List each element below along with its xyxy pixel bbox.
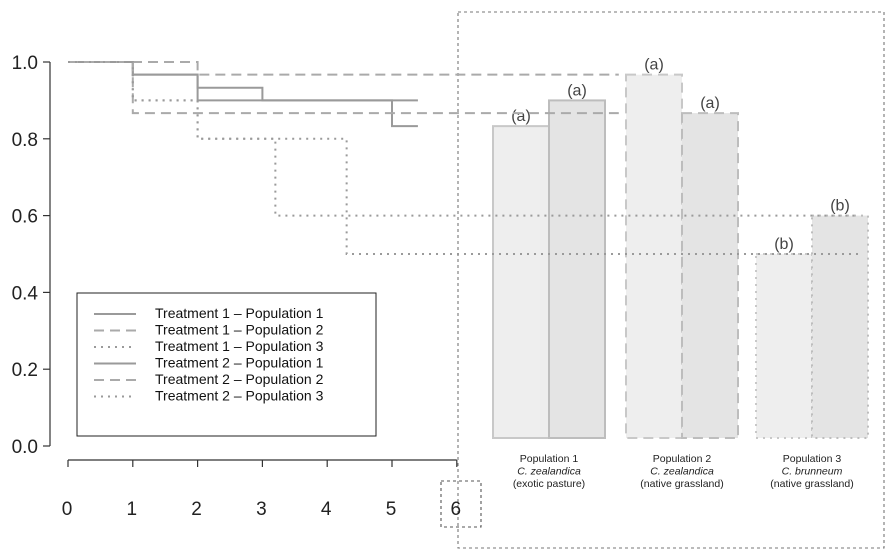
x-tick-label: 5 — [386, 499, 397, 520]
y-tick-label: 0.8 — [12, 130, 38, 151]
significance-label: (a) — [644, 57, 664, 74]
category-label: C. zealandica — [517, 466, 581, 478]
category-label: C. brunneum — [782, 466, 843, 478]
category-label: C. zealandica — [650, 466, 714, 478]
survival-lines — [68, 61, 859, 255]
legend-entry: Treatment 2 – Population 2 — [155, 371, 324, 387]
legend-entry: Treatment 1 – Population 2 — [155, 322, 324, 338]
bar — [811, 214, 869, 439]
x-tick-label: 4 — [321, 499, 332, 520]
bar — [625, 73, 683, 439]
significance-label: (a) — [567, 82, 587, 99]
x-tick-label: 6 — [451, 499, 462, 520]
category-label: (native grassland) — [640, 478, 723, 490]
category-label: Population 3 — [783, 453, 842, 465]
y-tick-label: 0.0 — [12, 437, 38, 458]
y-tick-label: 0.6 — [12, 207, 38, 228]
series-line — [68, 61, 859, 255]
y-tick-label: 0.2 — [12, 360, 38, 381]
y-tick-label: 0.4 — [12, 283, 39, 304]
significance-label: (b) — [774, 236, 794, 253]
zoom-marker — [440, 480, 482, 528]
series-line — [68, 61, 418, 102]
significance-label: (a) — [511, 108, 531, 125]
series-line — [68, 61, 619, 115]
legend-entry: Treatment 1 – Population 1 — [155, 305, 324, 321]
category-label: Population 2 — [653, 453, 712, 465]
axes: 0.0 0.2 0.4 0.6 0.8 1.0 0 1 2 3 4 5 6 — [12, 53, 462, 520]
series-line — [68, 61, 418, 128]
series-line — [68, 61, 859, 217]
x-tick-label: 3 — [256, 499, 267, 520]
x-tick-label: 2 — [191, 499, 202, 520]
category-label: Population 1 — [520, 453, 579, 465]
bar — [492, 125, 550, 440]
zoom-frame — [457, 11, 885, 549]
series-line — [68, 61, 619, 76]
bar — [548, 99, 606, 440]
bar — [755, 253, 813, 439]
category-label: (exotic pasture) — [513, 478, 585, 490]
legend-entry: Treatment 1 – Population 3 — [155, 338, 324, 354]
x-tick-label: 1 — [127, 499, 138, 520]
bar — [681, 112, 739, 440]
legend-entry: Treatment 2 – Population 3 — [155, 388, 324, 404]
legend-entry: Treatment 2 – Population 1 — [155, 355, 324, 371]
x-tick-label: 0 — [62, 499, 73, 520]
category-label: (native grassland) — [770, 478, 853, 490]
zoom-frames — [440, 11, 885, 549]
significance-label: (a) — [700, 95, 720, 112]
significance-label: (b) — [830, 198, 850, 215]
y-tick-label: 1.0 — [12, 53, 38, 74]
bar-group: (a)(a)Population 1C. zealandica(exotic p… — [492, 57, 869, 490]
